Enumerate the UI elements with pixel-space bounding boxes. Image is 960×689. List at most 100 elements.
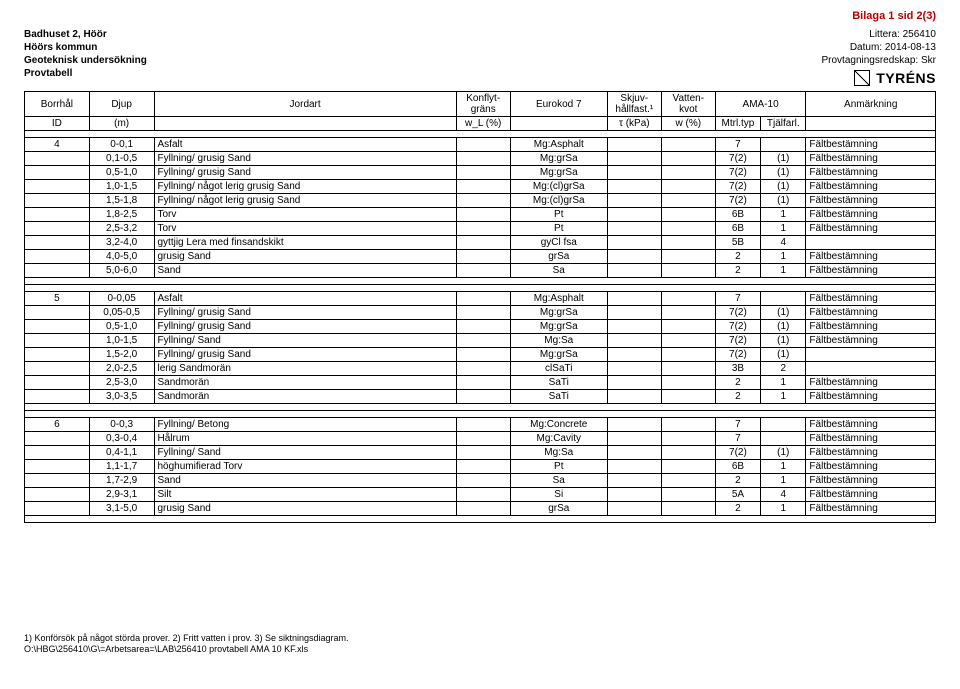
table-row: 2,5-3,0SandmoränSaTi21Fältbestämning — [25, 376, 936, 390]
cell-konflyt — [456, 502, 510, 516]
cell-skjuv — [607, 474, 661, 488]
cell-anm: Fältbestämning — [806, 432, 936, 446]
cell-vatten — [661, 376, 715, 390]
cell-vatten — [661, 166, 715, 180]
cell-mtrltyp: 7 — [715, 292, 760, 306]
cell-borrhal — [25, 222, 90, 236]
cell-borrhal: 6 — [25, 418, 90, 432]
cell-anm: Fältbestämning — [806, 208, 936, 222]
spacer-row — [25, 131, 936, 138]
col-jordart: Jordart — [154, 92, 456, 117]
col-djup: Djup — [89, 92, 154, 117]
cell-anm: Fältbestämning — [806, 250, 936, 264]
table-row: 3,0-3,5SandmoränSaTi21Fältbestämning — [25, 390, 936, 404]
cell-jordart: Asfalt — [154, 138, 456, 152]
cell-jordart: Fyllning/ Betong — [154, 418, 456, 432]
cell-borrhal — [25, 306, 90, 320]
cell-jordart: Sandmorän — [154, 390, 456, 404]
col-konflyt: Konflyt-gräns — [456, 92, 510, 117]
cell-jordart: Asfalt — [154, 292, 456, 306]
cell-djup: 4,0-5,0 — [89, 250, 154, 264]
cell-anm: Fältbestämning — [806, 222, 936, 236]
cell-jordart: Torv — [154, 222, 456, 236]
cell-djup: 1,5-2,0 — [89, 348, 154, 362]
footnote-line: 1) Konförsök på något störda prover. 2) … — [24, 633, 936, 644]
cell-skjuv — [607, 418, 661, 432]
cell-konflyt — [456, 390, 510, 404]
cell-djup: 1,0-1,5 — [89, 334, 154, 348]
cell-vatten — [661, 264, 715, 278]
cell-vatten — [661, 250, 715, 264]
cell-djup: 3,1-5,0 — [89, 502, 154, 516]
cell-jordart: Sand — [154, 264, 456, 278]
cell-skjuv — [607, 334, 661, 348]
cell-djup: 1,7-2,9 — [89, 474, 154, 488]
col-id: ID — [25, 117, 90, 131]
cell-tjalfarl: (1) — [761, 306, 806, 320]
cell-mtrltyp: 2 — [715, 502, 760, 516]
cell-tjalfarl: (1) — [761, 166, 806, 180]
logo: TYRÉNS — [821, 69, 936, 87]
cell-anm: Fältbestämning — [806, 292, 936, 306]
cell-konflyt — [456, 362, 510, 376]
cell-tjalfarl: 2 — [761, 362, 806, 376]
cell-vatten — [661, 152, 715, 166]
cell-vatten — [661, 194, 715, 208]
cell-konflyt — [456, 306, 510, 320]
cell-eurokod: Pt — [510, 222, 607, 236]
table-row: 1,5-1,8Fyllning/ något lerig grusig Sand… — [25, 194, 936, 208]
cell-anm: Fältbestämning — [806, 194, 936, 208]
cell-djup: 0,05-0,5 — [89, 306, 154, 320]
cell-vatten — [661, 460, 715, 474]
header-label: Littera: — [869, 29, 900, 40]
cell-konflyt — [456, 264, 510, 278]
cell-skjuv — [607, 348, 661, 362]
col-eurokod: Eurokod 7 — [510, 92, 607, 117]
cell-eurokod: Mg:Sa — [510, 446, 607, 460]
header-right: Littera: 256410 Datum: 2014-08-13 Provta… — [821, 28, 936, 87]
cell-anm: Fältbestämning — [806, 264, 936, 278]
table-row: 1,7-2,9SandSa21Fältbestämning — [25, 474, 936, 488]
cell-konflyt — [456, 166, 510, 180]
cell-tjalfarl: 1 — [761, 502, 806, 516]
cell-vatten — [661, 348, 715, 362]
cell-vatten — [661, 222, 715, 236]
cell-eurokod: Mg:Sa — [510, 334, 607, 348]
cell-eurokod: Mg:Cavity — [510, 432, 607, 446]
cell-tjalfarl — [761, 418, 806, 432]
cell-konflyt — [456, 474, 510, 488]
cell-anm: Fältbestämning — [806, 460, 936, 474]
table-row: 2,9-3,1SiltSi5A4Fältbestämning — [25, 488, 936, 502]
cell-vatten — [661, 488, 715, 502]
cell-tjalfarl — [761, 138, 806, 152]
spacer-row — [25, 404, 936, 411]
cell-djup: 0,4-1,1 — [89, 446, 154, 460]
cell-vatten — [661, 236, 715, 250]
cell-jordart: Fyllning/ grusig Sand — [154, 348, 456, 362]
cell-tjalfarl: 4 — [761, 488, 806, 502]
col-blank — [510, 117, 607, 131]
col-wl: w_L (%) — [456, 117, 510, 131]
cell-djup: 1,1-1,7 — [89, 460, 154, 474]
cell-skjuv — [607, 166, 661, 180]
table-row: 5,0-6,0SandSa21Fältbestämning — [25, 264, 936, 278]
cell-jordart: Hålrum — [154, 432, 456, 446]
cell-anm: Fältbestämning — [806, 180, 936, 194]
cell-djup: 5,0-6,0 — [89, 264, 154, 278]
cell-mtrltyp: 2 — [715, 250, 760, 264]
cell-borrhal — [25, 446, 90, 460]
cell-djup: 0,5-1,0 — [89, 166, 154, 180]
cell-skjuv — [607, 180, 661, 194]
cell-konflyt — [456, 432, 510, 446]
cell-eurokod: Mg:grSa — [510, 166, 607, 180]
cell-borrhal — [25, 320, 90, 334]
cell-djup: 0,1-0,5 — [89, 152, 154, 166]
table-row: 0,5-1,0Fyllning/ grusig SandMg:grSa7(2)(… — [25, 166, 936, 180]
header-left: Badhuset 2, Höör Höörs kommun Geoteknisk… — [24, 28, 147, 80]
cell-anm: Fältbestämning — [806, 418, 936, 432]
data-table: Borrhål Djup Jordart Konflyt-gräns Eurok… — [24, 91, 936, 523]
col-blank — [154, 117, 456, 131]
cell-eurokod: Mg:Asphalt — [510, 138, 607, 152]
cell-jordart: Fyllning/ Sand — [154, 446, 456, 460]
header-label: Provtagningsredskap: — [821, 55, 918, 66]
